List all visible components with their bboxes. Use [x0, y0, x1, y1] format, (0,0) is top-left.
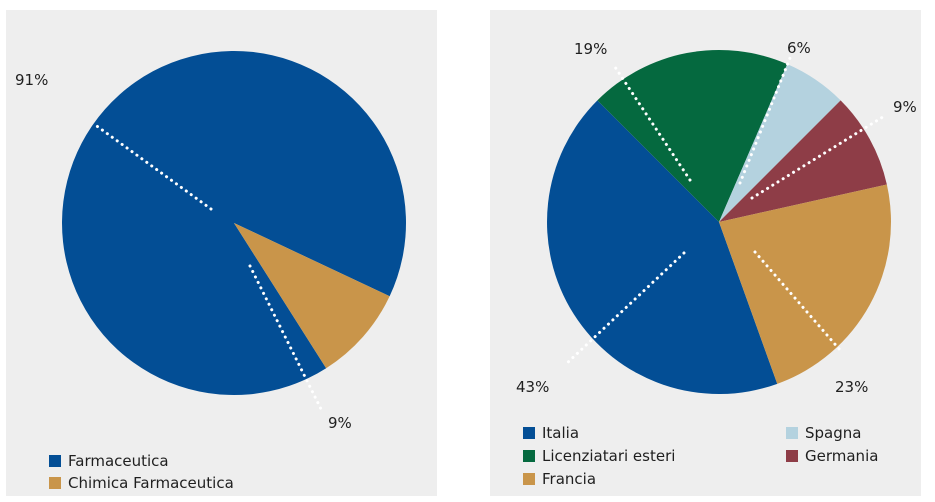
legend-swatch [523, 473, 535, 485]
leader-line-germania [750, 113, 888, 200]
left-chart-panel: Farmaceutica Chimica Farmaceutica 91% 9% [6, 10, 437, 496]
leader-line-farmaceutica [92, 122, 213, 211]
legend-swatch [786, 450, 798, 462]
legend-swatch [786, 427, 798, 439]
legend-label: Chimica Farmaceutica [68, 474, 234, 492]
percent-label-farmaceutica: 91% [15, 71, 49, 89]
pie-slice-spagna [719, 64, 841, 223]
percent-label-francia: 23% [835, 378, 869, 396]
legend-item-germania: Germania [786, 445, 878, 467]
legend-item-chimica-farmaceutica: Chimica Farmaceutica [49, 472, 234, 494]
pie-slice-licenziatari-esteri [597, 50, 788, 222]
percent-label-italia: 43% [516, 378, 550, 396]
legend-label: Germania [805, 447, 879, 465]
legend-label: Francia [542, 470, 597, 488]
pie-slice-farmaceutica [62, 50, 407, 395]
pie-chart-right [547, 50, 892, 394]
legend-label: Spagna [805, 424, 862, 442]
legend-item-spagna: Spagna [786, 422, 861, 444]
legend-item-farmaceutica: Farmaceutica [49, 450, 169, 472]
pie-slice-francia [719, 184, 892, 384]
percent-label-chimica-farmaceutica: 9% [328, 414, 352, 432]
leader-line-spagna [738, 56, 792, 185]
percent-label-germania: 9% [893, 98, 917, 116]
legend-label: Farmaceutica [68, 452, 169, 470]
leader-line-chimica-farmaceutica [248, 264, 324, 413]
legend-item-francia: Francia [523, 468, 596, 490]
legend-label: Italia [542, 424, 580, 442]
legend-item-italia: Italia [523, 422, 579, 444]
legend-swatch [523, 427, 535, 439]
percent-label-licenziatari-esteri: 19% [574, 40, 608, 58]
pie-slice-chimica-farmaceutica [234, 223, 390, 369]
legend-swatch [523, 450, 535, 462]
pie-slice-italia [547, 100, 778, 394]
percent-label-spagna: 6% [787, 39, 811, 57]
pie-chart-left [62, 50, 407, 413]
legend-swatch [49, 455, 61, 467]
legend-swatch [49, 477, 61, 489]
legend-item-licenziatari-esteri: Licenziatari esteri [523, 445, 675, 467]
leader-line-licenziatari-esteri [613, 65, 692, 182]
legend-label: Licenziatari esteri [542, 447, 676, 465]
right-chart-panel: Italia Licenziatari esteri Francia Spagn… [490, 10, 921, 496]
